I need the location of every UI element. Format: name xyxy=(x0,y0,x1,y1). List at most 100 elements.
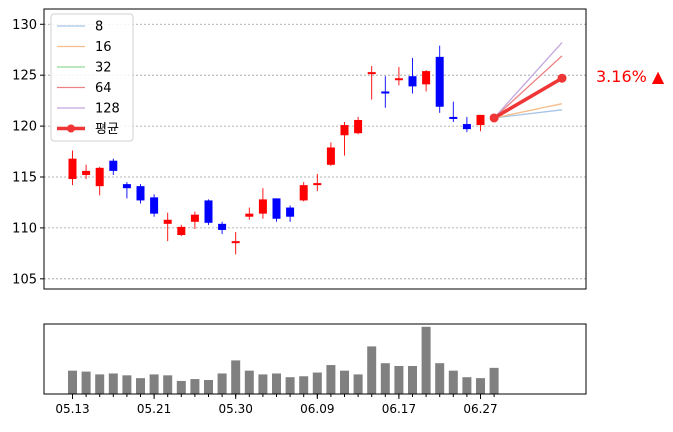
candle-body xyxy=(218,223,227,230)
candle-body xyxy=(326,147,335,165)
volume-plot-frame xyxy=(43,323,587,395)
forecast-average-line xyxy=(492,76,564,120)
candle xyxy=(163,212,172,242)
candle xyxy=(136,184,145,204)
price-plot-frame xyxy=(43,8,587,290)
y-tick-label: 120 xyxy=(12,120,37,135)
volume-bar xyxy=(476,378,485,394)
volume-bar xyxy=(435,363,445,394)
candle-body xyxy=(340,125,349,136)
volume-bar xyxy=(340,370,349,394)
candle xyxy=(354,116,363,135)
candle-body xyxy=(95,167,104,187)
y-tick-label: 115 xyxy=(12,171,37,186)
candle-body xyxy=(150,197,159,214)
volume-bar xyxy=(380,363,390,394)
candle-body xyxy=(68,158,77,180)
candle xyxy=(367,66,376,100)
volume-bar xyxy=(326,365,336,394)
volume-bar xyxy=(163,375,173,394)
candle xyxy=(476,114,485,132)
candle-body xyxy=(245,213,254,217)
legend-entry: 32 xyxy=(57,61,112,76)
candle xyxy=(340,122,349,156)
volume-bar xyxy=(489,367,499,394)
volume-bar xyxy=(258,374,268,394)
candle xyxy=(435,45,444,113)
x-tick-label: 05.13 xyxy=(55,402,89,416)
candle-body xyxy=(367,72,376,75)
candle-body xyxy=(435,56,444,107)
legend-label: 평균 xyxy=(95,122,119,137)
x-tick-label: 05.30 xyxy=(219,402,253,416)
volume-bar xyxy=(299,376,309,394)
candle-body xyxy=(122,184,131,189)
volume-bar xyxy=(367,346,377,394)
candle xyxy=(313,173,322,192)
volume-bar xyxy=(285,377,295,394)
legend-entry: 16 xyxy=(57,40,112,55)
volume-bar xyxy=(312,372,322,394)
legend-label: 8 xyxy=(95,20,103,35)
volume-bar xyxy=(231,360,241,394)
candle-body xyxy=(354,119,363,134)
candle xyxy=(190,211,199,229)
volume-bar xyxy=(204,380,213,394)
candle-body xyxy=(462,124,471,130)
legend-entry: 128 xyxy=(57,102,120,117)
candle xyxy=(122,182,131,199)
candle xyxy=(326,142,335,166)
candle xyxy=(218,221,227,235)
candle xyxy=(109,158,118,175)
volume-bar xyxy=(244,370,254,394)
forecast-line-128 xyxy=(493,42,563,119)
candle xyxy=(258,188,267,219)
volume-bar xyxy=(81,371,91,394)
candle xyxy=(177,224,186,237)
legend-entry: 8 xyxy=(57,20,103,35)
x-tick-label: 06.09 xyxy=(300,402,334,416)
candle xyxy=(286,205,295,222)
legend-label: 128 xyxy=(95,102,120,117)
volume-bar xyxy=(95,374,105,394)
candle-body xyxy=(381,91,390,94)
legend-entry: 64 xyxy=(57,81,112,96)
candle xyxy=(82,164,91,180)
legend-label: 32 xyxy=(95,61,112,76)
candle-body xyxy=(286,207,295,217)
candle xyxy=(204,199,213,225)
candle-body xyxy=(408,76,417,87)
volume-bar xyxy=(68,370,77,394)
candle xyxy=(381,76,390,108)
candle xyxy=(68,150,77,186)
candle xyxy=(272,198,281,222)
candle xyxy=(231,231,240,255)
volume-bar xyxy=(408,366,417,394)
forecast-line-8 xyxy=(494,109,563,119)
candle-body xyxy=(422,71,431,85)
volume-bar xyxy=(149,374,159,394)
volume-bar xyxy=(394,366,404,394)
candle-body xyxy=(82,170,91,175)
candle-body xyxy=(109,160,118,171)
candle-body xyxy=(190,214,199,222)
candle xyxy=(408,57,417,94)
volume-bar xyxy=(176,380,186,394)
candle xyxy=(299,182,308,202)
candle-body xyxy=(394,78,403,81)
y-tick-label: 110 xyxy=(12,221,37,236)
candle-body xyxy=(476,114,485,126)
volume-bar xyxy=(217,373,227,394)
volume-bar xyxy=(448,370,458,394)
volume-bar xyxy=(353,374,363,394)
candle-body xyxy=(272,198,281,219)
volume-bar xyxy=(190,379,200,394)
volume-bar xyxy=(108,373,118,394)
legend-label: 16 xyxy=(95,40,112,55)
volume-bar xyxy=(462,377,472,394)
legend-box xyxy=(50,13,134,142)
volume-bar xyxy=(136,378,145,394)
legend-entry: 평균 xyxy=(57,122,119,137)
candle xyxy=(394,67,403,86)
candle xyxy=(245,207,254,220)
